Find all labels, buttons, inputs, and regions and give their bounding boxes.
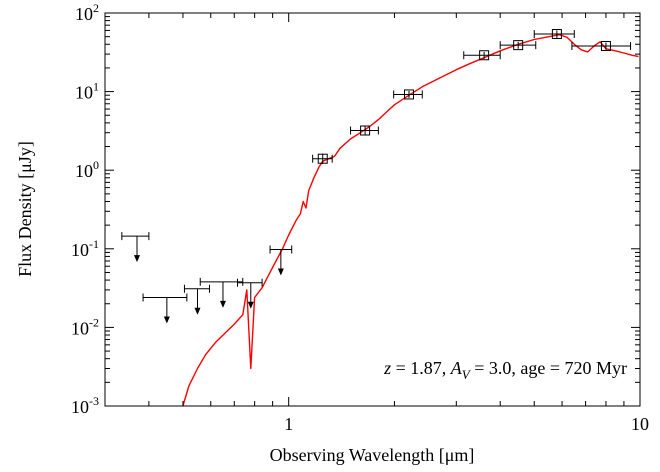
y-tick-exponent: 0 [93,158,99,172]
upper-limit-point [269,245,293,276]
detection-marker [551,29,562,40]
detection-marker [317,153,328,164]
detection-marker [403,89,414,100]
upper-limit-arrow-head [247,301,254,309]
annotation-a-text: = 3.0, age = 720 Myr [470,358,627,378]
detection-point [312,153,333,164]
annotation-z-text: = 1.87, [391,358,451,378]
upper-limit-point [142,293,188,324]
y-tick-base: 10 [71,397,89,417]
y-tick-label: 100 [75,158,99,181]
fit-annotation: z = 1.87, AV = 3.0, age = 720 Myr [383,358,627,382]
y-tick-base: 10 [71,318,89,338]
x-tick-label: 1 [284,414,293,434]
upper-limit-point [199,277,244,308]
detection-marker [513,40,524,51]
y-tick-label: 102 [75,1,99,24]
data-layer [121,29,632,324]
upper-limit-point [183,284,210,315]
model-layer [182,34,639,407]
y-tick-exponent: 1 [93,80,99,94]
detection-marker [479,50,490,61]
y-tick-base: 10 [75,161,93,181]
annotation-a-var: A [450,358,463,378]
y-tick-label: 101 [75,80,99,103]
detection-point [350,125,379,136]
detection-marker [360,125,371,136]
y-tick-label: 10-2 [71,315,99,338]
upper-limit-arrow-head [133,255,140,263]
y-tick-base: 10 [71,240,89,260]
upper-limit-arrow-head [163,316,170,324]
y-axis-title: Flux Density [μJy] [15,141,35,277]
model-sed-curve [182,34,639,407]
y-tick-exponent: -3 [89,394,99,408]
ticks-layer [104,12,641,407]
y-tick-exponent: 2 [93,1,99,15]
annotation-a-sub: V [462,367,472,382]
detection-marker [600,41,611,52]
plot-frame [104,12,641,407]
detection-point [463,50,501,61]
upper-limit-point [121,232,150,263]
x-tick-labels: 1 10 [284,414,649,434]
detection-point [499,40,537,51]
y-tick-exponent: -1 [89,237,99,251]
y-tick-exponent: -2 [89,315,99,329]
upper-limit-point [237,278,263,309]
detection-point [393,89,423,100]
annotation-z-var: z [383,358,391,378]
y-tick-label: 10-3 [71,394,99,417]
detection-point [571,41,632,52]
x-tick-label: 10 [631,414,649,434]
upper-limit-arrow-head [277,268,284,276]
y-tick-base: 10 [75,4,93,24]
detection-point [533,29,575,40]
y-tick-base: 10 [75,83,93,103]
upper-limit-arrow-head [219,300,226,308]
x-axis-title: Observing Wavelength [μm] [270,445,475,465]
y-tick-label: 10-1 [71,237,99,260]
upper-limit-arrow-head [194,307,201,315]
